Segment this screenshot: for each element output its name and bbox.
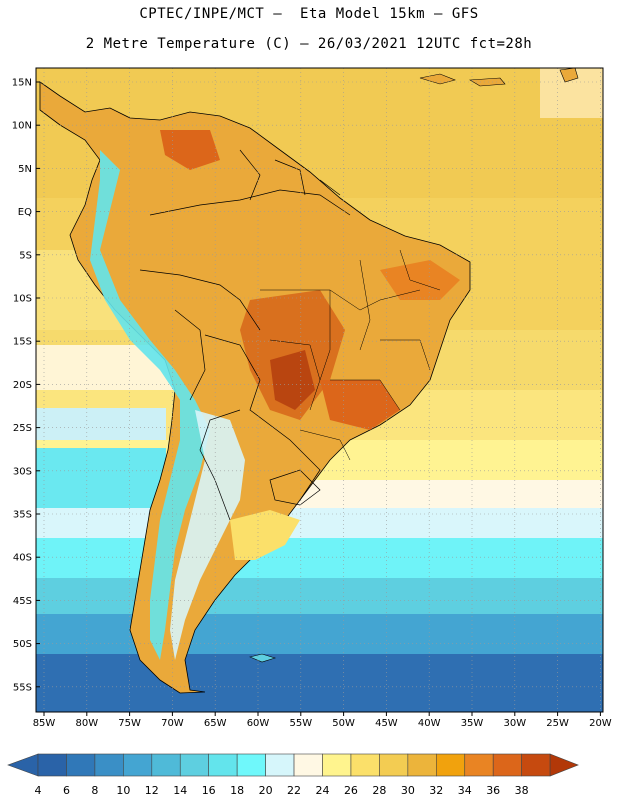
colorbar-label: 28: [372, 784, 386, 797]
lat-label: 45S: [13, 596, 32, 607]
colorbar-swatch: [151, 753, 181, 777]
colorbar-swatch: [94, 753, 124, 777]
colorbar-swatch: [464, 753, 494, 777]
lat-label: 10S: [13, 294, 32, 305]
map-field: [36, 68, 603, 712]
lon-label: 75W: [118, 718, 141, 729]
lat-label: 5S: [19, 250, 32, 261]
colorbar-swatch: [322, 753, 352, 777]
colorbar-label: 6: [63, 784, 70, 797]
colorbar-label: 24: [316, 784, 330, 797]
lon-label: 25W: [546, 718, 569, 729]
latitude-axis: 15N 10N 5N EQ 5S 10S 15S 20S 25S 30S 35S 40S 45S 50S 5…: [12, 78, 40, 693]
lon-label: 50W: [332, 718, 355, 729]
lon-label: 45W: [375, 718, 398, 729]
lat-label: 10N: [12, 121, 32, 132]
colorbar-swatch: [293, 753, 323, 777]
colorbar-label: 30: [401, 784, 415, 797]
colorbar-swatch: [66, 753, 96, 777]
colorbar-right-arrow: [549, 753, 579, 777]
lat-label: 5N: [18, 164, 32, 175]
colorbar-label: 10: [116, 784, 130, 797]
colorbar-label: 18: [230, 784, 244, 797]
colorbar-swatch: [435, 753, 466, 777]
lon-label: 55W: [289, 718, 312, 729]
lon-label: 85W: [33, 718, 56, 729]
lon-label: 40W: [418, 718, 441, 729]
lat-label: 40S: [13, 553, 32, 564]
colorbar-label: 16: [202, 784, 216, 797]
colorbar-label: 8: [91, 784, 98, 797]
lon-label: 35W: [461, 718, 484, 729]
lat-label: 35S: [13, 510, 32, 521]
map-title-line2: 2 Metre Temperature (C) – 26/03/2021 12U…: [85, 36, 533, 52]
lat-label: 30S: [13, 466, 32, 477]
lon-label: 65W: [204, 718, 227, 729]
lon-label: 80W: [75, 718, 98, 729]
colorbar-swatch: [236, 753, 266, 777]
colorbar-label: 22: [287, 784, 301, 797]
colorbar-swatch: [350, 753, 380, 777]
lon-label: 20W: [589, 718, 612, 729]
map-frame: [35, 67, 604, 713]
colorbar-label: 20: [259, 784, 273, 797]
colorbar-swatch: [123, 753, 153, 777]
colorbar-swatch: [179, 753, 210, 777]
lat-label: 15S: [13, 337, 32, 348]
lat-label: EQ: [18, 207, 32, 218]
colorbar-label: 38: [515, 784, 529, 797]
lat-label: 15N: [12, 78, 32, 89]
lat-label: 20S: [13, 380, 32, 391]
colorbar-label: 12: [145, 784, 159, 797]
lon-label: 70W: [161, 718, 184, 729]
lat-label: 50S: [13, 639, 32, 650]
colorbar-swatch: [379, 753, 409, 777]
colorbar-label: 34: [458, 784, 472, 797]
colorbar: 4 6 8 10 12 14 16 18 20 22 24 26 28 30 32 34 36 38: [7, 753, 579, 797]
colorbar-label: 4: [35, 784, 42, 797]
lon-label: 60W: [247, 718, 270, 729]
colorbar-swatch: [37, 753, 67, 777]
colorbar-swatch: [208, 753, 238, 777]
colorbar-swatch: [265, 753, 295, 777]
colorbar-swatch: [521, 753, 551, 777]
colorbar-swatch: [492, 753, 522, 777]
colorbar-label: 32: [429, 784, 443, 797]
colorbar-label: 36: [486, 784, 500, 797]
colorbar-swatch: [407, 753, 437, 777]
map-title-line1: CPTEC/INPE/MCT – Eta Model 15km – GFS: [139, 6, 479, 22]
colorbar-label: 26: [344, 784, 358, 797]
lon-label: 30W: [503, 718, 526, 729]
lat-label: 55S: [13, 682, 32, 693]
colorbar-left-arrow: [7, 753, 39, 777]
longitude-axis: 85W 80W 75W 70W 65W 60W 55W 50W 45W 40W 35W 30W 25W 2…: [33, 712, 612, 729]
colorbar-label: 14: [173, 784, 187, 797]
lat-label: 25S: [13, 423, 32, 434]
